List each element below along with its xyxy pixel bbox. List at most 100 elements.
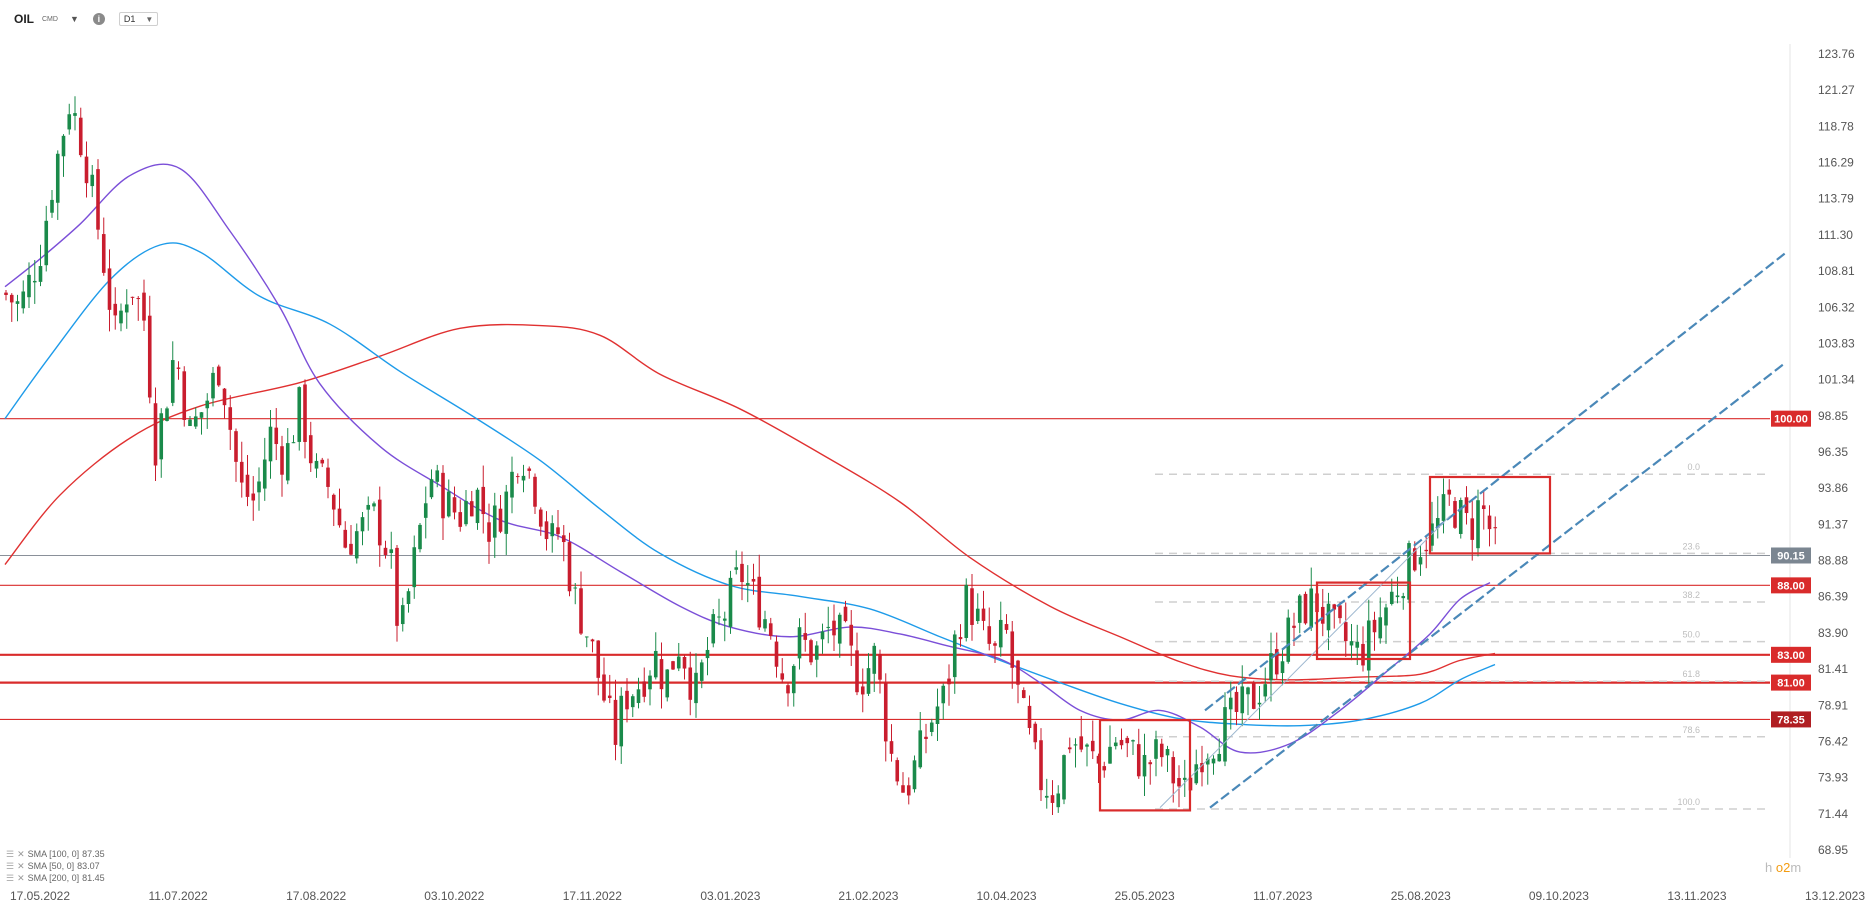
candle xyxy=(107,249,112,332)
candle-body xyxy=(1332,604,1337,610)
candle-body xyxy=(1090,740,1095,752)
candle xyxy=(860,668,865,713)
settings-icon[interactable]: ☰ xyxy=(6,849,15,859)
candle-body xyxy=(826,626,831,628)
symbol-dropdown-icon[interactable]: ▼ xyxy=(69,14,79,24)
candle xyxy=(280,435,284,497)
indicator-value: 87.35 xyxy=(82,849,105,859)
symbol-name[interactable]: OIL xyxy=(14,12,34,26)
candle-body xyxy=(561,535,566,543)
candle xyxy=(1263,667,1268,703)
candle xyxy=(320,457,325,468)
candle xyxy=(1165,745,1170,773)
candle-body xyxy=(446,491,451,517)
candle xyxy=(274,408,279,461)
y-tick-label: 78.91 xyxy=(1818,698,1848,712)
candle-body xyxy=(1343,622,1348,642)
candle xyxy=(1125,735,1130,758)
level-label: 88.00 xyxy=(1771,577,1811,594)
candle xyxy=(153,387,158,482)
candle-body xyxy=(205,400,210,409)
candle-body xyxy=(1004,624,1009,630)
price-label-bg xyxy=(1771,646,1811,663)
candle xyxy=(722,611,727,642)
info-icon[interactable]: i xyxy=(92,13,105,25)
settings-icon[interactable]: ☰ xyxy=(6,861,15,871)
remove-icon[interactable]: ✕ xyxy=(17,873,25,883)
chart-drawings xyxy=(1098,252,1786,812)
remove-icon[interactable]: ✕ xyxy=(17,861,25,871)
candle-body xyxy=(1263,684,1268,697)
candle xyxy=(1493,516,1498,545)
candle xyxy=(498,495,503,534)
candle-body xyxy=(1326,603,1331,631)
candle xyxy=(878,649,882,694)
candle-body xyxy=(27,274,31,298)
candle xyxy=(872,642,877,692)
candle-body xyxy=(1309,588,1314,628)
candle xyxy=(556,509,560,540)
candle xyxy=(21,280,26,314)
candle xyxy=(326,458,330,499)
candle xyxy=(561,525,566,562)
candle-body xyxy=(1240,686,1245,714)
candle xyxy=(843,600,848,623)
candle xyxy=(1177,765,1181,808)
candle-body xyxy=(527,468,532,471)
x-tick-label: 11.07.2022 xyxy=(148,889,207,903)
candle xyxy=(1044,778,1049,809)
candle xyxy=(389,531,394,569)
candle xyxy=(50,190,54,218)
candle-body xyxy=(1372,619,1377,633)
candle xyxy=(337,488,342,528)
candle xyxy=(837,612,842,658)
candle xyxy=(1021,687,1026,699)
candle-body xyxy=(768,623,773,637)
candle-body xyxy=(722,618,727,621)
candle-body xyxy=(153,403,158,466)
candle xyxy=(1251,680,1256,710)
candle-body xyxy=(1418,557,1423,565)
candle-body xyxy=(360,517,365,532)
price-label-bg xyxy=(1771,711,1811,728)
y-tick-label: 71.44 xyxy=(1818,807,1848,821)
instrument-bar: OIL CMD ▼ i D1 ▼ xyxy=(14,10,159,28)
candle-body xyxy=(786,685,790,694)
candle xyxy=(1200,745,1204,787)
candle xyxy=(418,522,422,553)
candle-body xyxy=(1246,687,1250,695)
candle xyxy=(475,487,480,530)
candle-body xyxy=(1056,793,1061,808)
indicator-label: SMA [100, 0] xyxy=(27,849,80,859)
candle-body xyxy=(1424,549,1429,552)
candle-body xyxy=(1079,736,1084,750)
candle xyxy=(1269,632,1273,702)
candle xyxy=(1004,614,1009,634)
candle xyxy=(262,437,267,501)
candle-body xyxy=(906,785,911,796)
remove-icon[interactable]: ✕ xyxy=(17,849,25,859)
candle xyxy=(372,501,376,512)
candle xyxy=(1361,626,1365,672)
timeframe-select[interactable]: D1 ▼ xyxy=(118,12,159,26)
x-tick-label: 21.02.2023 xyxy=(838,889,898,903)
candle-body xyxy=(901,785,905,793)
candle xyxy=(1240,665,1245,727)
candle-body xyxy=(441,472,445,519)
candle-body xyxy=(429,479,434,498)
candle-body xyxy=(636,689,641,704)
settings-icon[interactable]: ☰ xyxy=(6,873,15,883)
candle-body xyxy=(774,641,779,667)
highlight-box xyxy=(1098,719,1192,812)
candle-body xyxy=(1280,661,1285,674)
candle-body xyxy=(642,681,647,697)
candle xyxy=(188,415,192,427)
candle-body xyxy=(573,587,578,589)
candle-body xyxy=(136,298,141,300)
candle-body xyxy=(1366,620,1371,671)
candle-body xyxy=(308,435,313,464)
fibonacci-retracement: 0.0 23.6 38.2 50.0 61.8 78.6 100.0 xyxy=(1155,462,1770,810)
candle-body xyxy=(993,643,997,646)
candle-body xyxy=(688,667,693,700)
